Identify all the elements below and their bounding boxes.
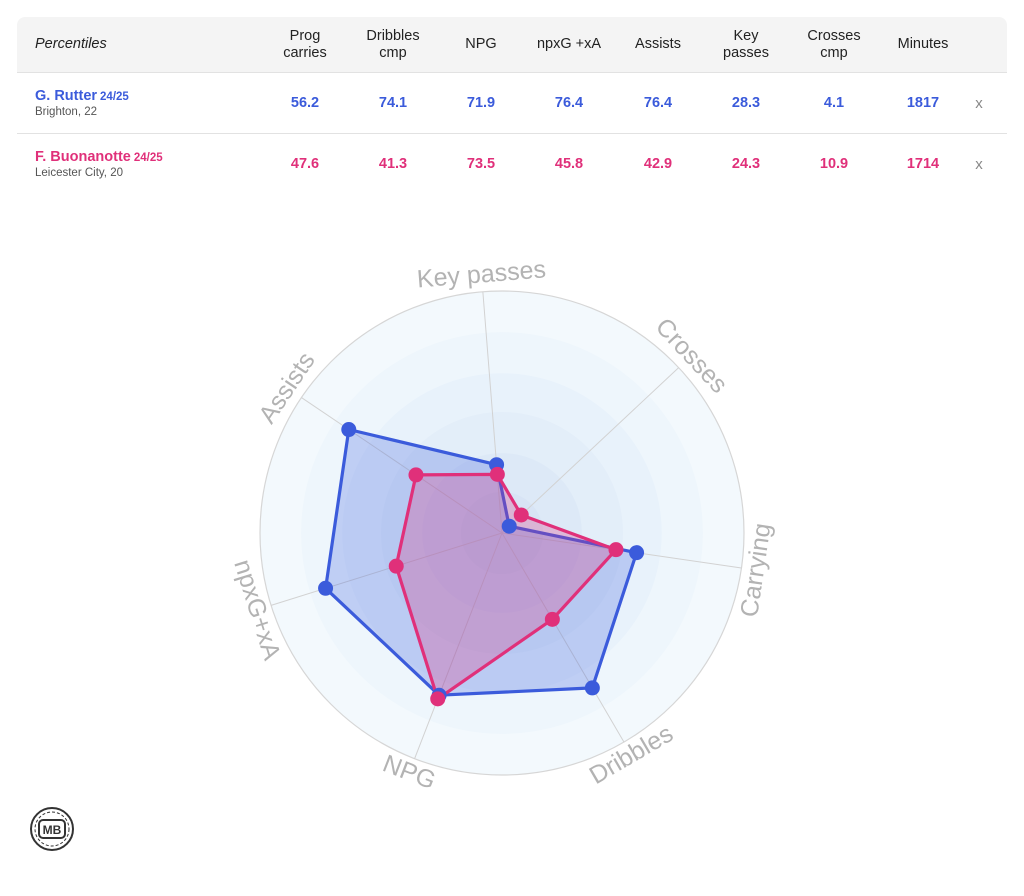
data-point [430, 691, 446, 707]
remove-player-button[interactable]: x [975, 94, 983, 112]
value-assists: 76.4 [643, 95, 673, 111]
data-point [629, 545, 645, 561]
data-point [388, 558, 404, 574]
value-prog-carries: 56.2 [290, 95, 320, 111]
value-npg: 73.5 [466, 156, 496, 172]
series-area [323, 427, 639, 697]
header-assists: Assists [635, 36, 681, 52]
value-minutes: 1817 [906, 95, 940, 111]
header-npg: NPG [465, 36, 497, 52]
value-key-passes: 28.3 [731, 95, 761, 111]
data-point [318, 580, 334, 596]
value-minutes: 1714 [906, 156, 940, 172]
player-season: 24/25 [133, 152, 163, 164]
value-npg: 71.9 [466, 95, 496, 111]
header-percentiles: Percentiles [35, 36, 107, 52]
value-dribbles-cmp: 74.1 [378, 95, 408, 111]
data-point [501, 518, 517, 534]
radar-outer-ring [259, 290, 745, 776]
header-minutes: Minutes [897, 36, 949, 52]
table-row: G. Rutter 24/25 Brighton, 22 56.2 74.1 71… [17, 73, 1007, 134]
player-name[interactable]: F. Buonanotte 24/25 [35, 149, 163, 165]
value-assists: 42.9 [643, 156, 673, 172]
value-dribbles-cmp: 41.3 [378, 156, 408, 172]
data-point [489, 466, 505, 482]
comparison-table: Percentiles Prog carries Dribbles cmp NP… [17, 17, 1007, 192]
header-dribbles-cmp: Dribbles cmp [366, 27, 420, 61]
axis-label: Key passes [416, 255, 547, 293]
table-header: Percentiles Prog carries Dribbles cmp NP… [17, 17, 1007, 73]
player-name-text: G. Rutter [35, 88, 98, 104]
player-name[interactable]: G. Rutter 24/25 [35, 88, 129, 104]
mb-logo: MB [30, 807, 74, 851]
radar-spoke [301, 397, 503, 534]
data-point [408, 467, 424, 483]
table-row: F. Buonanotte 24/25 Leicester City, 20 47… [17, 134, 1007, 192]
data-point [584, 680, 600, 696]
player-name-text: F. Buonanotte [35, 149, 131, 165]
radar-spoke [501, 367, 680, 534]
radar-chart: Key passesCrossesCarryingDribblesNPGnpxG… [230, 255, 777, 795]
player-subtitle: Brighton, 22 [35, 106, 98, 118]
value-key-passes: 24.3 [731, 156, 761, 172]
data-point [544, 611, 560, 627]
player-season: 24/25 [100, 91, 129, 103]
value-prog-carries: 47.6 [290, 156, 320, 172]
series-area [394, 472, 618, 701]
value-crosses-cmp: 4.1 [823, 95, 845, 111]
data-point [608, 542, 624, 558]
logo-text: MB [43, 823, 62, 837]
data-point [513, 507, 529, 523]
value-npxg-xa: 76.4 [554, 95, 584, 111]
remove-player-button[interactable]: x [975, 155, 983, 173]
header-crosses-cmp: Crosses cmp [807, 27, 861, 61]
header-prog-carries: Prog carries [283, 27, 327, 61]
radar-spoke [482, 291, 503, 534]
radar-spoke [270, 532, 503, 606]
value-crosses-cmp: 10.9 [819, 156, 849, 172]
value-npxg-xa: 45.8 [554, 156, 584, 172]
player-subtitle: Leicester City, 20 [35, 167, 123, 179]
header-key-passes: Key passes [723, 27, 769, 61]
data-point [341, 422, 357, 438]
radar-spoke [501, 532, 625, 743]
radar-spoke [414, 532, 503, 759]
header-npxg-xa: npxG +xA [536, 36, 602, 52]
